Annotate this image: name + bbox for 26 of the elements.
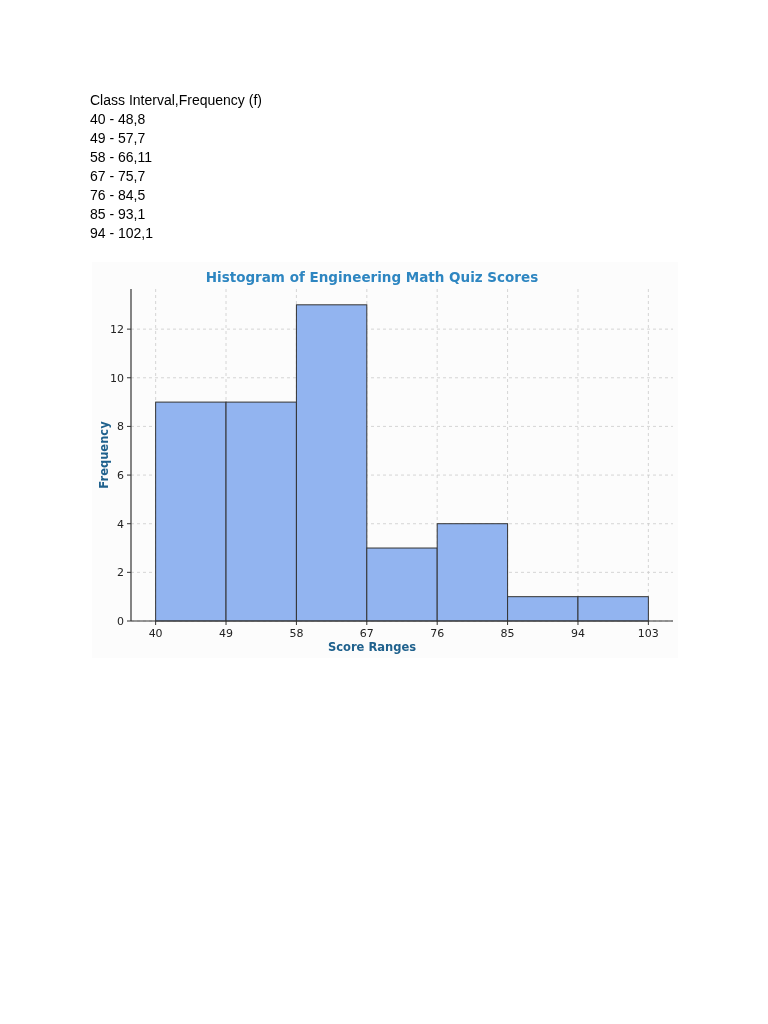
text: 76 - 84,5	[90, 187, 146, 203]
x-tick-label: 103	[637, 627, 659, 640]
y-tick-label: 10	[110, 371, 124, 385]
y-tick-label: 4	[117, 517, 124, 531]
y-tick-label: 8	[117, 420, 124, 434]
text: 94 - 102,1	[90, 225, 154, 241]
x-tick-label: 76	[430, 627, 445, 640]
y-tick-label: 12	[110, 323, 124, 337]
x-tick-label: 49	[219, 627, 234, 640]
x-tick-label: 85	[500, 627, 515, 640]
x-axis-title: Score Ranges	[327, 640, 417, 654]
text: 40 - 48,8	[90, 111, 146, 127]
y-tick-label: 0	[117, 615, 124, 628]
y-tick-label: 2	[117, 566, 124, 580]
text: 85 - 93,1	[90, 206, 146, 222]
text: Class Interval,Frequency (f)	[90, 92, 262, 108]
y-tick-label: 6	[117, 469, 124, 483]
text: 58 - 66,11	[90, 149, 153, 165]
text: 67 - 75,7	[90, 168, 146, 184]
x-tick-label: 58	[289, 627, 304, 640]
y-axis-title: Frequency	[97, 420, 111, 489]
chart-title: Histogram of Engineering Math Quiz Scores	[205, 269, 539, 285]
x-tick-label: 40	[148, 627, 163, 640]
text: 49 - 57,7	[90, 130, 146, 146]
x-tick-label: 94	[570, 627, 585, 640]
x-tick-label: 67	[359, 627, 374, 640]
